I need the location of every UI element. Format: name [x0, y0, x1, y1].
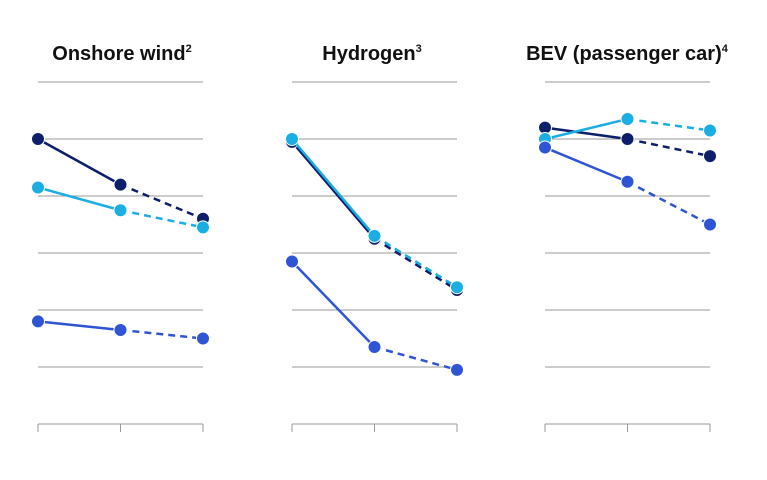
series-point [285, 132, 299, 146]
series-line-2 [31, 180, 210, 235]
series-segment [544, 117, 628, 141]
series-point [196, 220, 210, 235]
series-line-3 [538, 140, 717, 232]
series-point [620, 112, 635, 127]
panel-hydrogen: Hydrogen3 [285, 43, 464, 432]
panel-bev-passenger-car: BEV (passenger car)4 [526, 43, 729, 432]
series-point [620, 132, 635, 146]
series-segment-projected [627, 137, 711, 158]
panel-title: Onshore wind2 [52, 43, 191, 65]
series-point [703, 217, 717, 232]
panel-title-text: BEV (passenger car) [526, 43, 722, 65]
series-segment-projected [626, 180, 711, 226]
series-segment [544, 146, 628, 183]
series-line-1 [285, 134, 464, 298]
series-segment [37, 186, 121, 212]
series-line-2 [285, 132, 464, 295]
series-segment [291, 141, 376, 240]
series-segment-projected [374, 345, 458, 372]
series-segment [37, 137, 122, 186]
panel-title: Hydrogen3 [322, 43, 421, 65]
series-line-1 [31, 132, 210, 226]
series-point [703, 123, 717, 138]
series-point [450, 280, 464, 295]
series-segment-projected [373, 234, 458, 289]
series-point [538, 140, 552, 155]
series-line-1 [538, 120, 717, 164]
panel-title: BEV (passenger car)4 [526, 43, 729, 65]
series-point [285, 254, 299, 269]
series-segment-projected [627, 117, 711, 132]
series-point [31, 314, 45, 329]
series-point [113, 322, 128, 337]
series-point [113, 203, 128, 218]
series-line-3 [285, 254, 464, 377]
series-segment [37, 320, 121, 332]
series-point [31, 132, 45, 146]
series-point [450, 362, 464, 377]
panel-title-text: Onshore wind [52, 43, 185, 65]
series-line-3 [31, 314, 210, 346]
panel-title-footnote: 3 [416, 43, 422, 55]
series-segment [291, 138, 376, 237]
series-segment-projected [373, 237, 458, 292]
series-point [367, 228, 382, 243]
panel-title-footnote: 4 [722, 43, 729, 55]
series-segment-projected [120, 209, 204, 229]
series-point [703, 149, 717, 164]
series-segment [544, 126, 628, 141]
series-point [367, 340, 382, 355]
series-point [196, 331, 210, 346]
series-point [31, 180, 45, 195]
series-segment-projected [120, 328, 204, 340]
series-segment-projected [120, 183, 204, 220]
panel-onshore-wind: Onshore wind2 [31, 43, 210, 432]
series-segment [291, 260, 376, 348]
panel-title-text: Hydrogen [322, 43, 415, 65]
series-point [620, 174, 635, 189]
panel-title-footnote: 2 [186, 43, 192, 55]
series-line-2 [538, 112, 717, 146]
series-point [113, 177, 128, 192]
